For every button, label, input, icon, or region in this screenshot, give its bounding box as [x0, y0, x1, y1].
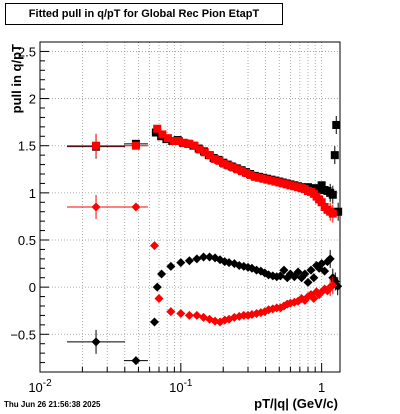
data-point-diamond: [309, 293, 319, 303]
data-point-square: [317, 198, 326, 207]
data-point-diamond: [300, 269, 310, 279]
data-point-diamond: [131, 356, 141, 366]
data-point-diamond: [303, 277, 313, 287]
data-point-square: [200, 148, 209, 157]
chart-title: Fitted pull in q/pT for Global Rec Pion …: [28, 8, 260, 20]
y-axis-label: pull in q/pT: [9, 44, 24, 113]
y-tick-label: 1: [29, 186, 36, 201]
x-axis-label: pT/|q| (GeV/c): [254, 396, 338, 411]
data-point-square: [267, 176, 276, 185]
x-tick-label: 1: [318, 380, 325, 395]
data-point-square: [92, 141, 101, 150]
data-point-square: [158, 130, 167, 139]
plot-frame: [39, 41, 341, 373]
data-point-diamond: [149, 317, 159, 327]
data-point-square: [220, 159, 229, 168]
data-point-diamond: [152, 282, 162, 292]
data-point-diamond: [184, 310, 194, 320]
data-point-diamond: [91, 337, 101, 347]
data-point-diamond: [176, 258, 186, 268]
data-point-diamond: [199, 252, 209, 262]
data-point-diamond: [166, 307, 176, 317]
data-point-square: [195, 145, 204, 154]
y-tick-label: 2.5: [18, 44, 36, 59]
data-point-square: [263, 175, 272, 184]
data-point-diamond: [154, 293, 164, 303]
data-points: [67, 115, 343, 366]
data-point-diamond: [192, 254, 202, 264]
data-point-diamond: [131, 202, 141, 212]
data-point-diamond: [275, 271, 285, 281]
y-tick-label: 0.5: [18, 233, 36, 248]
data-point-diamond: [205, 252, 215, 262]
data-point-diamond: [149, 241, 159, 251]
data-point-diamond: [325, 254, 335, 264]
data-point-diamond: [279, 265, 289, 275]
data-point-square: [174, 137, 183, 145]
data-point-square: [334, 207, 343, 216]
data-point-square: [233, 165, 242, 174]
y-tick-label: 2: [29, 92, 36, 107]
data-point-square: [163, 134, 172, 143]
axes: 10-2 10-1 1 −0.5 0 0.5 1 1.5 2 2.5: [10, 41, 325, 395]
data-point-square: [169, 137, 178, 145]
data-point-square: [224, 161, 233, 170]
data-point-square: [255, 173, 264, 182]
data-point-square: [315, 186, 324, 195]
data-point-square: [246, 170, 255, 179]
data-point-square: [242, 169, 251, 178]
data-point-diamond: [293, 267, 303, 277]
data-point-square: [205, 151, 214, 160]
data-point-square: [190, 141, 199, 150]
data-point-square: [250, 172, 259, 181]
data-point-diamond: [176, 309, 186, 319]
data-point-square: [328, 190, 337, 199]
data-point-square: [229, 163, 238, 172]
title-box: Fitted pull in q/pT for Global Rec Pion …: [5, 3, 283, 25]
y-tick-label: 1.5: [18, 139, 36, 154]
data-point-square: [215, 156, 224, 165]
data-point-square: [328, 209, 337, 218]
data-point-square: [185, 139, 194, 148]
data-point-diamond: [157, 269, 167, 279]
x-tick-label: 10-1: [169, 378, 193, 395]
data-point-diamond: [166, 261, 176, 271]
data-point-square: [317, 181, 326, 190]
data-point-diamond: [91, 202, 101, 212]
data-point-diamond: [320, 266, 330, 276]
data-point-diamond: [306, 265, 316, 275]
data-point-square: [330, 151, 339, 160]
data-point-square: [180, 138, 189, 147]
y-tick-label: −0.5: [10, 327, 36, 342]
data-point-square: [131, 141, 140, 150]
data-point-square: [210, 154, 219, 163]
data-point-square: [332, 120, 341, 129]
y-tick-label: 0: [29, 280, 36, 295]
data-point-diamond: [309, 273, 319, 283]
data-point-diamond: [192, 310, 202, 320]
x-tick-label: 10-2: [28, 378, 52, 395]
data-point-square: [153, 124, 162, 133]
data-point-diamond: [328, 280, 338, 290]
data-point-square: [259, 174, 268, 183]
timestamp: Thu Jun 26 21:56:38 2025: [4, 400, 101, 409]
data-point-diamond: [184, 256, 194, 266]
data-point-square: [238, 167, 247, 176]
